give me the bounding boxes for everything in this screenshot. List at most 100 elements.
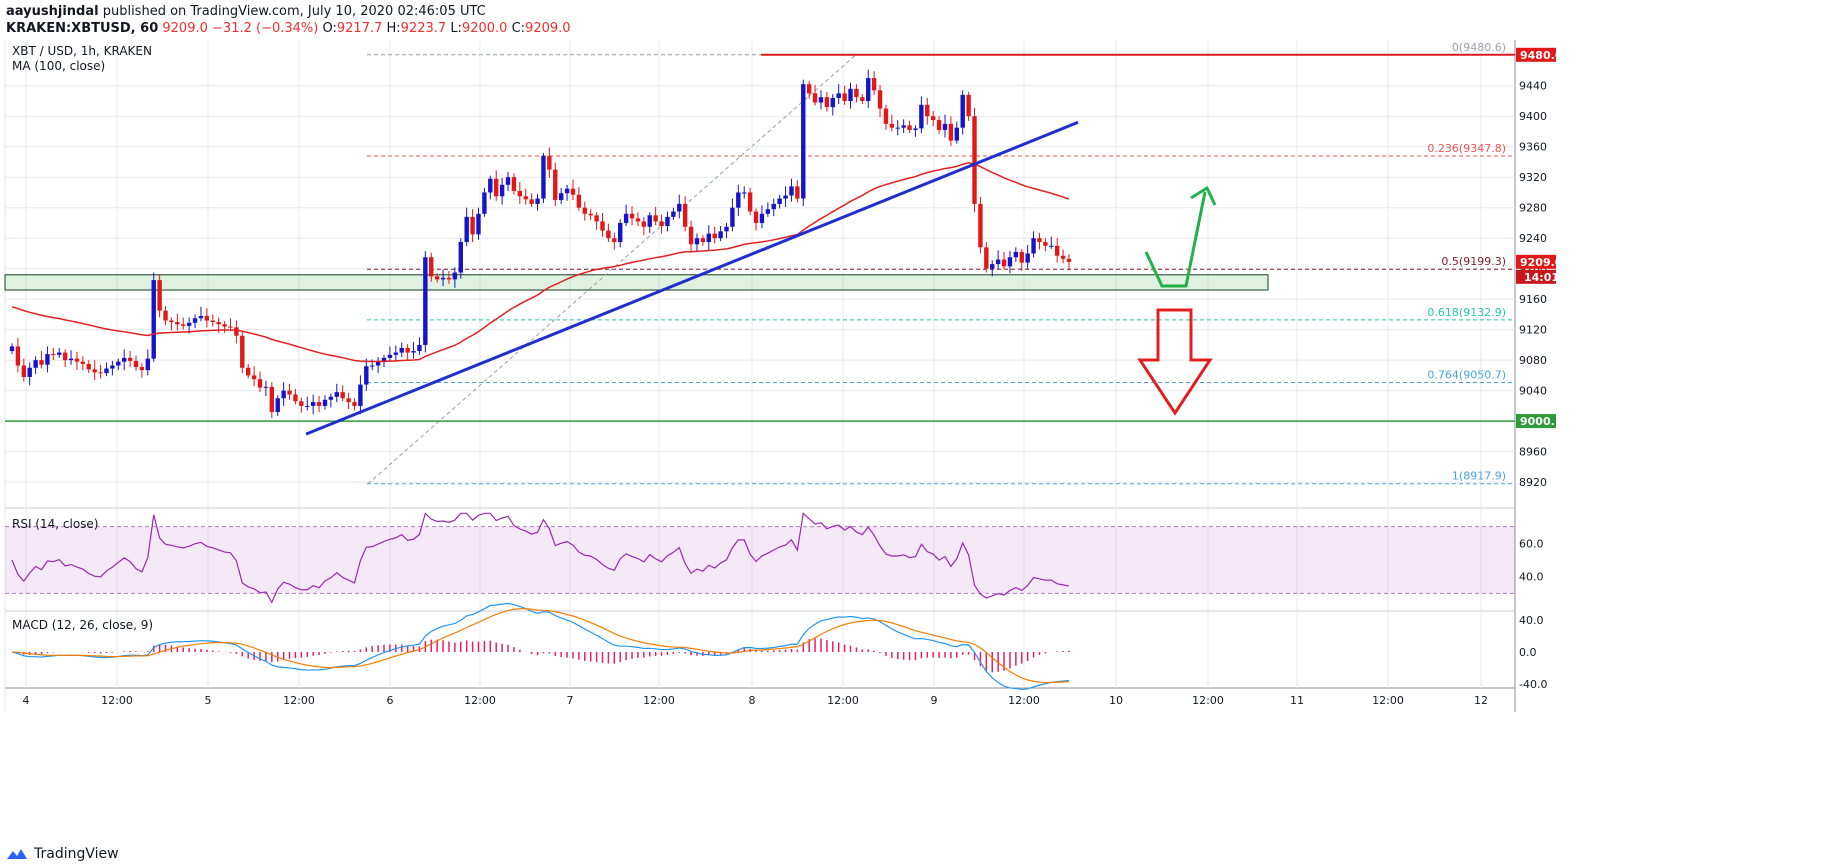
candle-body	[688, 226, 694, 245]
candle-body	[39, 360, 44, 365]
candle-body	[310, 402, 316, 406]
x-tick-label: 12:00	[283, 694, 315, 707]
price-tag-9000.1	[1516, 414, 1556, 429]
candle-body	[700, 238, 706, 243]
candle-body	[33, 360, 38, 368]
candle-body	[913, 128, 918, 130]
candle-body	[399, 347, 404, 353]
y-tick-label: 9040	[1519, 385, 1547, 398]
candle-body	[246, 367, 251, 376]
candle-body	[948, 123, 954, 141]
candle-body	[765, 209, 771, 214]
candle-body	[582, 207, 587, 214]
candle-body	[370, 365, 375, 367]
candle-body	[281, 390, 286, 399]
candle-body	[1037, 238, 1042, 243]
y-tick-label: 8960	[1519, 446, 1547, 459]
tradingview-logo[interactable]: TradingView	[6, 846, 119, 862]
x-tick-label: 12:00	[101, 694, 133, 707]
candle-body	[694, 238, 700, 245]
open-value: 9217.7	[336, 21, 383, 36]
author-name[interactable]: aayushjindal	[6, 4, 99, 19]
candle-body	[511, 177, 517, 191]
y-tick-label: 9160	[1519, 293, 1547, 306]
candle-body	[446, 277, 452, 280]
candle-body	[222, 324, 227, 327]
candle-body	[316, 402, 322, 406]
candle-body	[175, 322, 180, 325]
candle-body	[352, 402, 357, 406]
candle-body	[541, 155, 546, 199]
candle-body	[192, 318, 198, 323]
macd-tick-label: -40.0	[1519, 678, 1547, 691]
candle-body	[1025, 253, 1030, 263]
candle-body	[92, 369, 97, 373]
candle-body	[1066, 258, 1072, 262]
candle-body	[198, 315, 204, 319]
candle-body	[623, 213, 629, 223]
price-tag-9209.0	[1516, 254, 1556, 269]
rsi-band	[5, 526, 1515, 594]
low-value: 9200.0	[461, 21, 508, 36]
candle-body	[641, 221, 647, 227]
candle-body	[960, 94, 965, 128]
fib-label-1: 1(8917.9)	[1452, 470, 1506, 483]
close-label: C:	[511, 21, 526, 36]
candle-body	[1001, 259, 1007, 267]
candle-body	[234, 327, 239, 336]
x-tick-label: 12:00	[643, 694, 675, 707]
x-tick-label: 4	[23, 694, 30, 707]
y-tick-label: 9320	[1519, 171, 1547, 184]
candle-body	[104, 368, 109, 374]
candle-body	[464, 216, 469, 243]
low-label: L:	[450, 21, 462, 36]
candle-body	[783, 195, 788, 199]
candle-body	[535, 198, 540, 204]
fib-label-0.618: 0.618(9132.9)	[1427, 306, 1506, 319]
candle-body	[387, 354, 393, 358]
macd-title: MACD (12, 26, close, 9)	[12, 618, 153, 632]
candle-body	[470, 216, 475, 235]
candle-body	[358, 384, 363, 406]
candle-body	[340, 392, 345, 399]
candle-body	[216, 322, 221, 325]
price-tag-9480.6	[1516, 47, 1556, 62]
candle-body	[375, 361, 381, 366]
countdown-label: 14:01	[1524, 271, 1559, 284]
candle-body	[895, 127, 900, 129]
candle-body	[771, 203, 776, 210]
candle-body	[9, 346, 15, 352]
candle-body	[133, 360, 139, 368]
candle-body	[21, 365, 27, 377]
candle-body	[275, 398, 280, 412]
candle-body	[984, 247, 989, 269]
rsi-title: RSI (14, close)	[12, 517, 98, 531]
tradingview-brand: TradingView	[34, 846, 119, 862]
rsi-tick-label: 40.0	[1519, 571, 1544, 584]
candle-body	[529, 199, 534, 204]
open-label: O:	[322, 21, 337, 36]
candle-body	[564, 188, 570, 194]
y-tick-label: 9360	[1519, 141, 1547, 154]
candle-body	[381, 357, 387, 362]
candle-body	[712, 233, 717, 239]
x-tick-label: 5	[205, 694, 212, 707]
candle-body	[990, 264, 995, 269]
candle-body	[677, 203, 682, 212]
candle-body	[169, 320, 174, 323]
fib-label-0: 0(9480.6)	[1452, 41, 1506, 54]
candle-body	[812, 93, 818, 103]
candle-body	[434, 276, 440, 280]
x-tick-label: 8	[749, 694, 756, 707]
candle-body	[901, 125, 906, 128]
candle-body	[127, 357, 133, 361]
candle-body	[1054, 245, 1060, 256]
high-label: H:	[386, 21, 401, 36]
candle-body	[747, 192, 753, 212]
candle-body	[186, 322, 192, 326]
high-value: 9223.7	[400, 21, 447, 36]
y-tick-label: 9440	[1519, 80, 1547, 93]
candle-body	[978, 203, 983, 248]
candle-body	[742, 192, 747, 194]
